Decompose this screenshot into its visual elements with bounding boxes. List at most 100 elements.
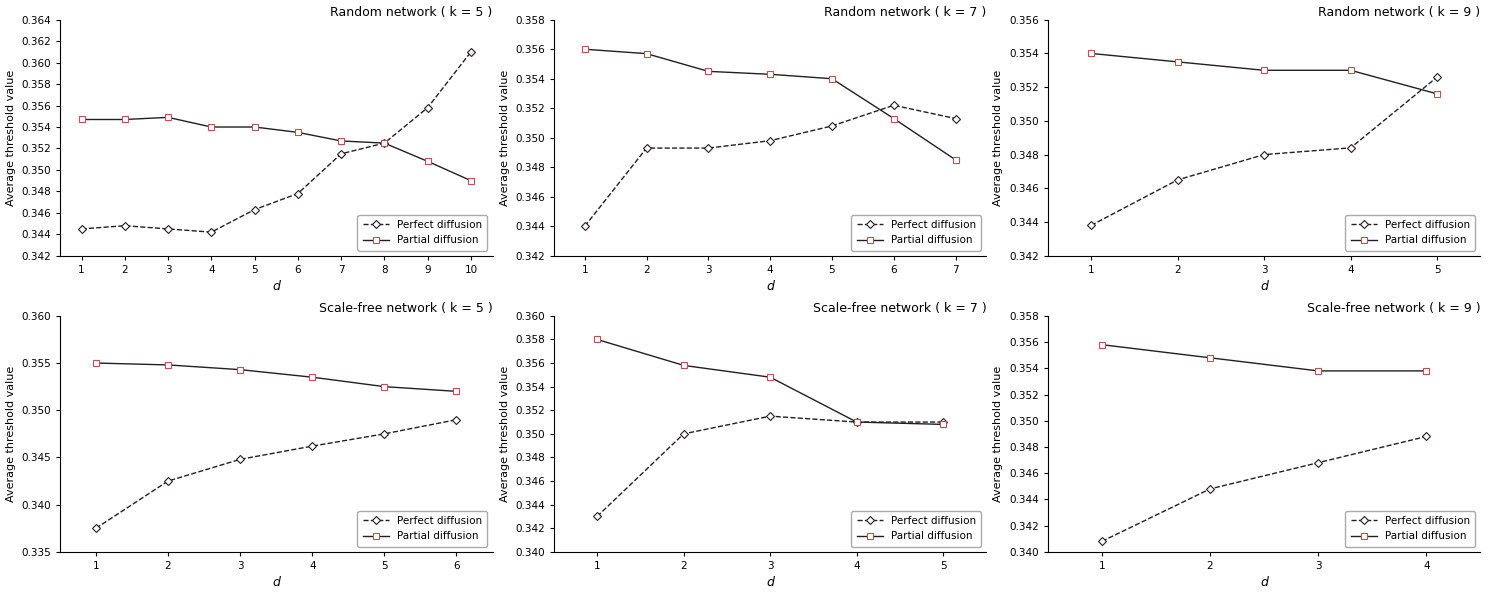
Line: Partial diffusion: Partial diffusion [94, 360, 459, 394]
Perfect diffusion [447, 416, 465, 423]
Perfect diffusion [675, 430, 692, 437]
Perfect diffusion [947, 115, 964, 122]
Perfect diffusion [884, 102, 902, 109]
Text: Random network ( k = 5 ): Random network ( k = 5 ) [330, 5, 492, 18]
Perfect diffusion [202, 228, 220, 236]
Perfect diffusion [1309, 459, 1327, 466]
Line: Partial diffusion: Partial diffusion [1088, 51, 1440, 96]
Perfect diffusion [376, 430, 394, 437]
Partial diffusion [1168, 58, 1186, 65]
Y-axis label: Average threshold value: Average threshold value [6, 366, 15, 502]
Partial diffusion [884, 115, 902, 122]
Perfect diffusion [159, 226, 177, 233]
Text: Scale-free network ( k = 9 ): Scale-free network ( k = 9 ) [1306, 302, 1480, 315]
Legend: Perfect diffusion, Partial diffusion: Perfect diffusion, Partial diffusion [358, 215, 487, 250]
Perfect diffusion [88, 525, 106, 532]
Perfect diffusion [1418, 433, 1435, 440]
X-axis label: d: d [767, 577, 774, 590]
Perfect diffusion [333, 151, 351, 158]
X-axis label: d: d [1260, 280, 1268, 293]
Partial diffusion [333, 137, 351, 145]
Perfect diffusion [376, 140, 394, 147]
Partial diffusion [1309, 367, 1327, 374]
Partial diffusion [1092, 341, 1110, 348]
Partial diffusion [588, 336, 606, 343]
Perfect diffusion [303, 443, 321, 450]
Perfect diffusion [588, 513, 606, 520]
Partial diffusion [159, 114, 177, 121]
Partial diffusion [1418, 367, 1435, 374]
Y-axis label: Average threshold value: Average threshold value [6, 70, 15, 206]
Y-axis label: Average threshold value: Average threshold value [499, 70, 510, 206]
Y-axis label: Average threshold value: Average threshold value [994, 70, 1003, 206]
Text: Scale-free network ( k = 5 ): Scale-free network ( k = 5 ) [319, 302, 492, 315]
Perfect diffusion [1092, 538, 1110, 545]
Perfect diffusion [159, 477, 177, 484]
Partial diffusion [245, 123, 263, 130]
Text: Scale-free network ( k = 7 ): Scale-free network ( k = 7 ) [813, 302, 987, 315]
Partial diffusion [303, 374, 321, 381]
Perfect diffusion [1342, 144, 1360, 151]
Partial diffusion [761, 374, 779, 381]
Y-axis label: Average threshold value: Average threshold value [994, 366, 1003, 502]
Line: Perfect diffusion: Perfect diffusion [1088, 74, 1440, 228]
X-axis label: d: d [1260, 577, 1268, 590]
Perfect diffusion [116, 222, 134, 229]
Partial diffusion [376, 383, 394, 390]
X-axis label: d: d [272, 280, 281, 293]
Line: Perfect diffusion: Perfect diffusion [94, 417, 459, 531]
Perfect diffusion [419, 104, 437, 111]
Partial diffusion [88, 359, 106, 367]
Perfect diffusion [1082, 222, 1100, 229]
Partial diffusion [116, 116, 134, 123]
Partial diffusion [232, 366, 250, 373]
Partial diffusion [1428, 90, 1446, 98]
Partial diffusion [575, 46, 593, 53]
Text: Random network ( k = 9 ): Random network ( k = 9 ) [1318, 5, 1480, 18]
Partial diffusion [761, 71, 779, 78]
Partial diffusion [700, 68, 718, 75]
Legend: Perfect diffusion, Partial diffusion: Perfect diffusion, Partial diffusion [1345, 215, 1476, 250]
Partial diffusion [462, 177, 480, 184]
Y-axis label: Average threshold value: Average threshold value [499, 366, 510, 502]
Partial diffusion [675, 362, 692, 369]
Text: Random network ( k = 7 ): Random network ( k = 7 ) [825, 5, 987, 18]
Perfect diffusion [1201, 486, 1219, 493]
Legend: Perfect diffusion, Partial diffusion: Perfect diffusion, Partial diffusion [851, 215, 981, 250]
Line: Perfect diffusion: Perfect diffusion [79, 49, 474, 235]
Perfect diffusion [761, 137, 779, 144]
Partial diffusion [447, 388, 465, 395]
Legend: Perfect diffusion, Partial diffusion: Perfect diffusion, Partial diffusion [851, 511, 981, 547]
Partial diffusion [1256, 67, 1274, 74]
Perfect diffusion [700, 145, 718, 152]
Perfect diffusion [935, 418, 953, 425]
Partial diffusion [947, 156, 964, 164]
Perfect diffusion [232, 456, 250, 463]
Perfect diffusion [761, 412, 779, 419]
Perfect diffusion [1256, 151, 1274, 158]
Line: Partial diffusion: Partial diffusion [1100, 342, 1430, 374]
Perfect diffusion [73, 226, 91, 233]
Partial diffusion [849, 418, 866, 425]
Line: Partial diffusion: Partial diffusion [594, 337, 947, 427]
Partial diffusion [159, 361, 177, 368]
Line: Perfect diffusion: Perfect diffusion [594, 414, 947, 519]
Perfect diffusion [823, 123, 841, 130]
Partial diffusion [1082, 50, 1100, 57]
Partial diffusion [823, 75, 841, 82]
Partial diffusion [1201, 354, 1219, 361]
Line: Perfect diffusion: Perfect diffusion [583, 102, 958, 229]
Perfect diffusion [1168, 176, 1186, 183]
Partial diffusion [73, 116, 91, 123]
Perfect diffusion [637, 145, 655, 152]
Perfect diffusion [245, 206, 263, 213]
Partial diffusion [376, 140, 394, 147]
Partial diffusion [202, 123, 220, 130]
Perfect diffusion [575, 223, 593, 230]
Partial diffusion [935, 421, 953, 428]
Line: Partial diffusion: Partial diffusion [79, 115, 474, 183]
Partial diffusion [419, 158, 437, 165]
Partial diffusion [288, 129, 306, 136]
Perfect diffusion [288, 190, 306, 197]
Legend: Perfect diffusion, Partial diffusion: Perfect diffusion, Partial diffusion [358, 511, 487, 547]
